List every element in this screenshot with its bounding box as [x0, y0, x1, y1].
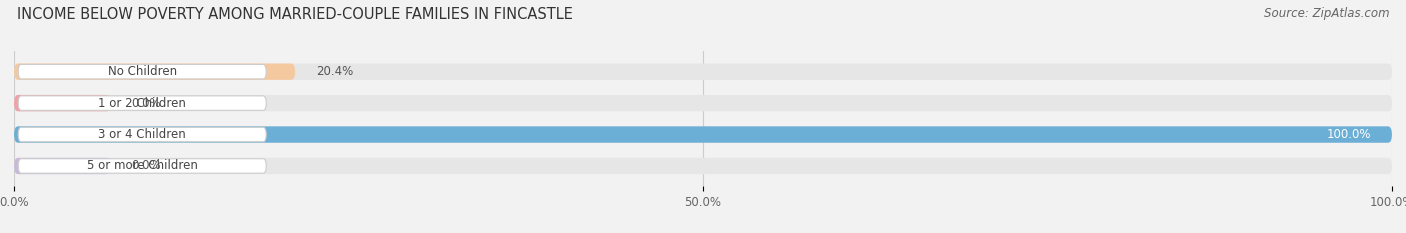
Text: 3 or 4 Children: 3 or 4 Children — [98, 128, 186, 141]
Text: 1 or 2 Children: 1 or 2 Children — [98, 97, 186, 110]
FancyBboxPatch shape — [14, 158, 1392, 174]
FancyBboxPatch shape — [14, 64, 295, 80]
FancyBboxPatch shape — [14, 64, 1392, 80]
Text: 100.0%: 100.0% — [1327, 128, 1371, 141]
FancyBboxPatch shape — [14, 158, 111, 174]
Text: 0.0%: 0.0% — [131, 97, 160, 110]
FancyBboxPatch shape — [18, 65, 266, 79]
FancyBboxPatch shape — [14, 95, 1392, 111]
Text: 5 or more Children: 5 or more Children — [87, 159, 198, 172]
Text: 20.4%: 20.4% — [316, 65, 353, 78]
Text: No Children: No Children — [108, 65, 177, 78]
Text: Source: ZipAtlas.com: Source: ZipAtlas.com — [1264, 7, 1389, 20]
FancyBboxPatch shape — [18, 96, 266, 110]
Text: 0.0%: 0.0% — [131, 159, 160, 172]
FancyBboxPatch shape — [14, 126, 1392, 143]
FancyBboxPatch shape — [18, 127, 266, 142]
FancyBboxPatch shape — [18, 159, 266, 173]
Text: INCOME BELOW POVERTY AMONG MARRIED-COUPLE FAMILIES IN FINCASTLE: INCOME BELOW POVERTY AMONG MARRIED-COUPL… — [17, 7, 572, 22]
FancyBboxPatch shape — [14, 126, 1392, 143]
FancyBboxPatch shape — [14, 95, 111, 111]
